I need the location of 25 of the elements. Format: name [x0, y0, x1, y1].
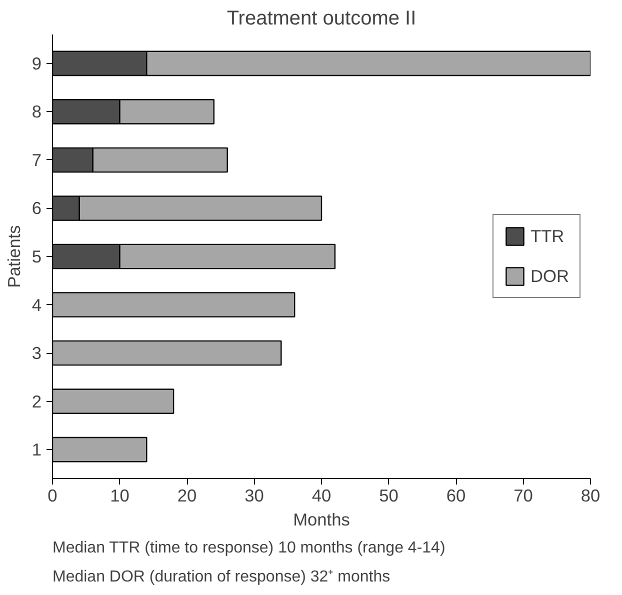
- x-tick-label: 30: [244, 486, 264, 506]
- y-tick-label: 5: [32, 246, 42, 266]
- y-tick-label: 1: [32, 440, 42, 460]
- text: Median DOR (duration of response) 32⁺ months: [52, 568, 390, 586]
- x-tick-label: 80: [580, 486, 600, 506]
- y-tick-label: 8: [32, 102, 42, 122]
- x-tick-label: 60: [446, 486, 466, 506]
- y-tick-label: 2: [32, 391, 42, 412]
- x-axis-title: Months: [293, 510, 350, 530]
- y-tick-label: 3: [32, 343, 42, 364]
- chart-title: Treatment outcome II: [226, 8, 416, 30]
- legend-label: DOR: [530, 266, 569, 286]
- x-tick-label: 0: [48, 486, 58, 506]
- y-tick-label: 4: [32, 294, 42, 315]
- y-tick-label: 6: [32, 198, 42, 218]
- legend-label: TTR: [530, 226, 564, 246]
- y-axis-title: Patients: [4, 224, 24, 288]
- x-tick-label: 50: [379, 486, 398, 506]
- x-tick-label: 10: [110, 486, 130, 506]
- x-tick-label: 20: [177, 486, 197, 506]
- x-tick-label: 40: [312, 486, 332, 506]
- y-tick-label: 7: [32, 150, 42, 170]
- text: Median TTR (time to response) 10 months (range 4-14): [52, 540, 446, 556]
- y-tick-label: 9: [32, 53, 42, 74]
- x-tick-label: 70: [514, 486, 533, 506]
